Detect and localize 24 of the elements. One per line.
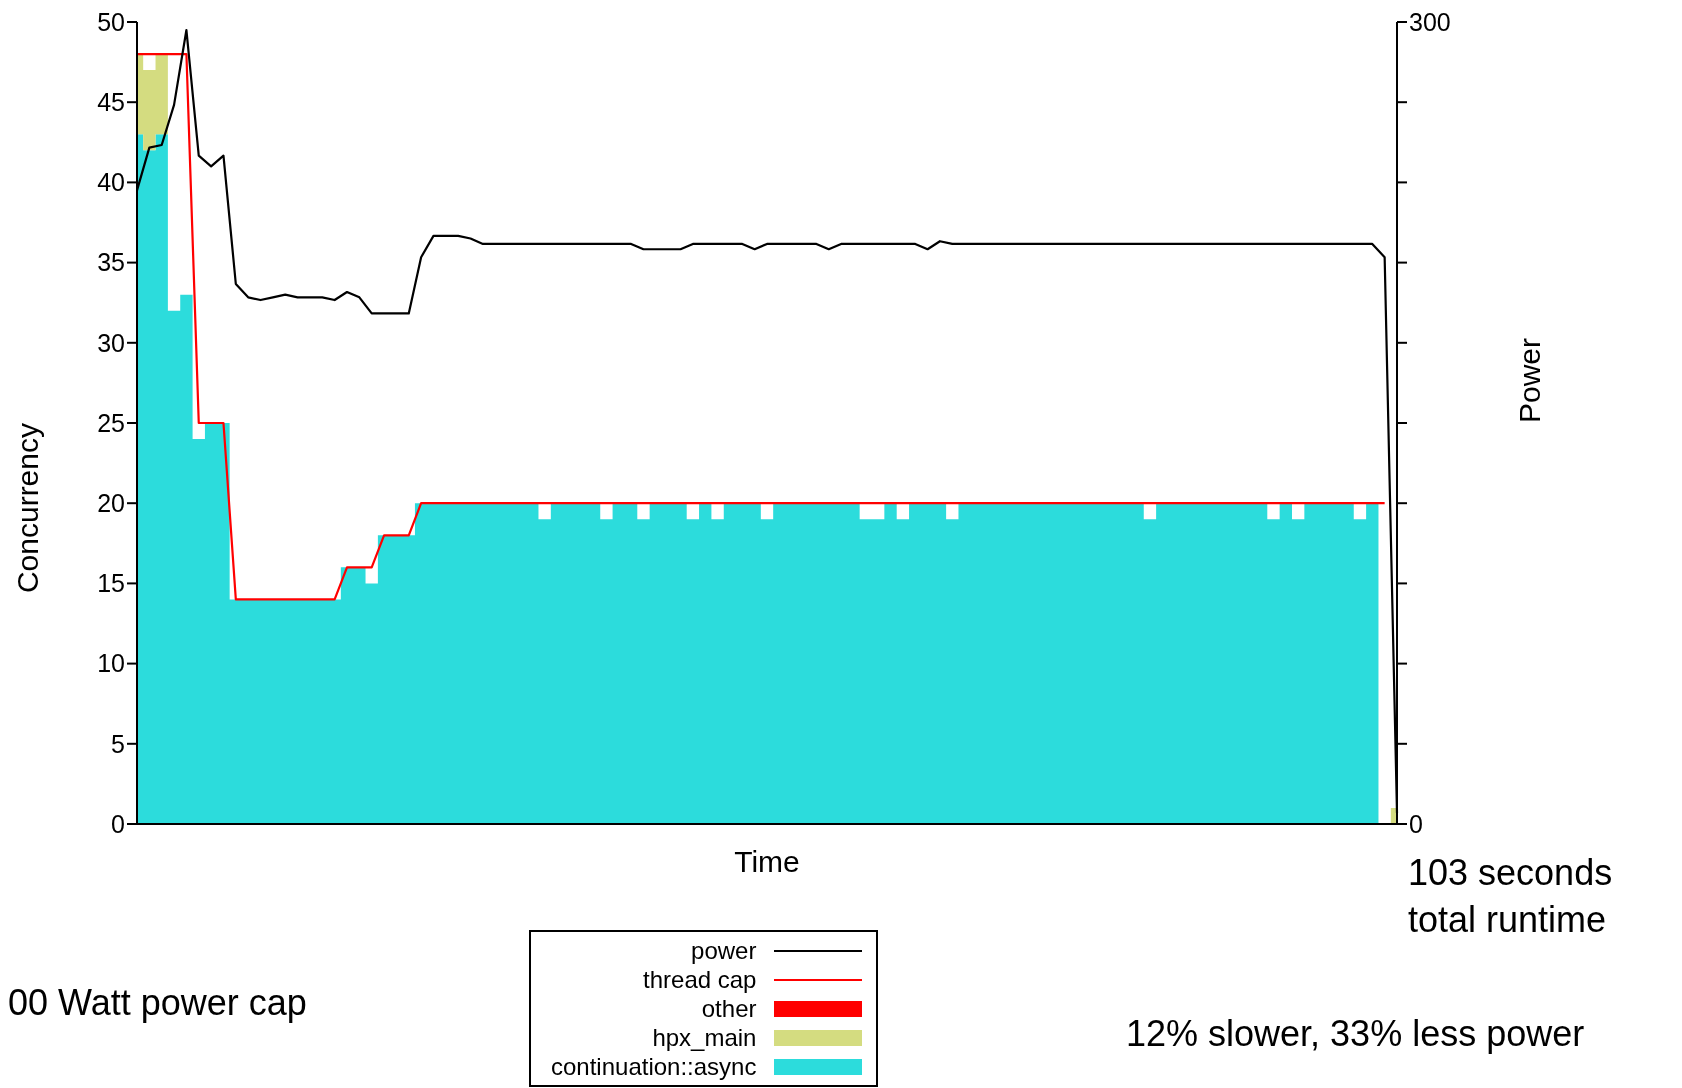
y-tick-label: 35	[97, 248, 125, 277]
y-tick-label: 40	[97, 168, 125, 197]
legend-label: power	[691, 936, 757, 965]
y-tick-label: 5	[111, 729, 125, 758]
y2-tick-label: 300	[1409, 7, 1451, 36]
text: 12% slower, 33% less power	[1126, 1012, 1585, 1056]
text: 103 seconds total runtime	[1408, 851, 1613, 942]
legend-label: continuation::async	[551, 1052, 757, 1081]
y-axis-title: Concurrency	[10, 423, 44, 594]
y-tick-label: 25	[97, 408, 125, 437]
y-tick-label: 20	[97, 489, 125, 518]
y-tick-label: 10	[97, 649, 125, 678]
legend-label: other	[701, 994, 757, 1023]
legend-label: hpx_main	[652, 1023, 757, 1052]
y-tick-label: 30	[97, 328, 125, 357]
text: 00 Watt power cap	[8, 981, 307, 1025]
y2-axis-title: Power	[1512, 337, 1546, 423]
legend-label: thread cap	[643, 965, 757, 994]
y-tick-label: 45	[97, 88, 125, 117]
x-axis-title: Time	[734, 845, 800, 878]
y-tick-label: 0	[111, 809, 125, 838]
y2-tick-label: 0	[1409, 809, 1423, 838]
y-tick-label: 50	[97, 7, 125, 36]
y-tick-label: 15	[97, 569, 125, 598]
